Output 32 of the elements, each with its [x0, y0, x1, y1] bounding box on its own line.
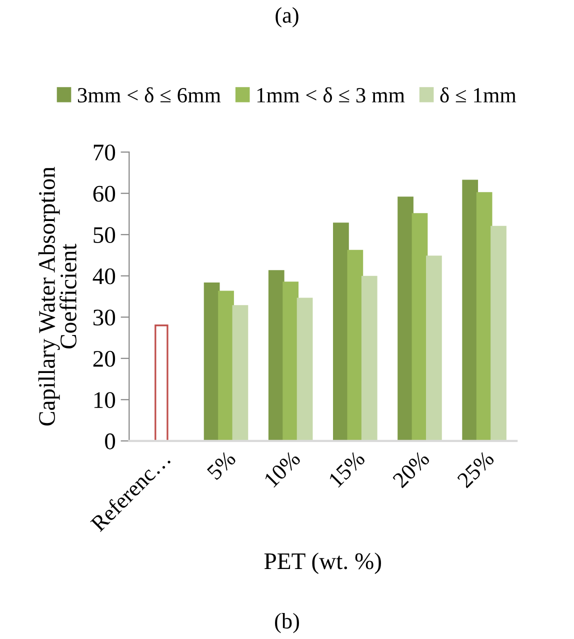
bar [361, 276, 378, 441]
legend-label: 1mm < δ ≤ 3 mm [257, 87, 405, 103]
text: (a) [276, 7, 298, 28]
bar [426, 256, 442, 441]
legend-label: 3mm < δ ≤ 6mm [78, 87, 221, 103]
bar [398, 196, 414, 441]
y-tick-label: 50 [94, 227, 116, 244]
bar [412, 213, 428, 441]
bar [462, 180, 478, 441]
bar [490, 226, 506, 441]
y-tick-label: 70 [94, 144, 116, 161]
bar [347, 250, 364, 441]
y-tick-label: 40 [92, 268, 116, 284]
y-tick-label: 10 [94, 392, 116, 408]
legend-label: δ ≤ 1mm [440, 87, 516, 103]
bar [218, 290, 234, 441]
x-tick-label: 20% [392, 450, 430, 488]
y-tick-label: 20 [93, 350, 116, 367]
text: (b) [275, 612, 299, 634]
bar [333, 222, 349, 441]
y-axis-title: Capillary Water Absorption Coefficient [38, 166, 76, 426]
x-tick-label: 25% [456, 450, 495, 488]
bar [282, 282, 299, 441]
y-tick-label: 60 [93, 186, 116, 202]
y-tick-label: 30 [93, 310, 116, 326]
bar [296, 298, 313, 441]
y-tick-label: 0 [105, 433, 116, 450]
x-axis-title: PET (wt. %) [264, 552, 381, 574]
bar [232, 305, 248, 441]
x-tick-label: 5% [206, 450, 237, 480]
x-tick-label: 15% [328, 450, 366, 488]
x-tick-label: 10% [264, 450, 302, 488]
